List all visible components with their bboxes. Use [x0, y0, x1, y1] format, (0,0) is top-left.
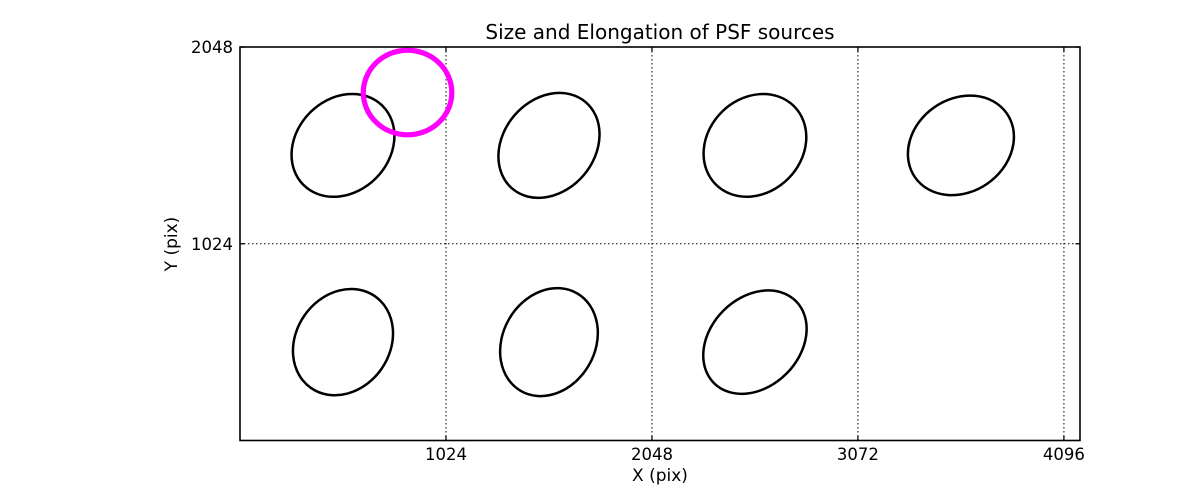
psf-source-ellipse: [702, 92, 808, 198]
psf-source-ellipse: [497, 91, 601, 200]
chart-title: Size and Elongation of PSF sources: [485, 20, 835, 44]
x-tick-label: 3072: [837, 445, 879, 464]
psf-source-ellipse: [702, 289, 808, 396]
psf-source-ellipse: [498, 286, 600, 398]
psf-source-ellipse: [291, 287, 395, 397]
psf-ellipses: [290, 47, 1016, 398]
tick-labels: 1024 2048 3072 4096 1024 2048: [191, 38, 1085, 464]
x-tick-label: 1024: [425, 445, 467, 464]
highlight-source-ellipse: [360, 47, 455, 138]
psf-source-ellipse: [290, 92, 396, 199]
x-tick-label: 2048: [631, 445, 673, 464]
y-tick-label: 2048: [191, 38, 233, 57]
psf-source-ellipse: [906, 94, 1016, 197]
y-tick-label: 1024: [191, 235, 233, 254]
x-tick-label: 4096: [1043, 445, 1085, 464]
y-axis-label: Y (pix): [162, 216, 182, 272]
axes-frame: [239, 46, 1081, 442]
x-axis-label: X (pix): [632, 466, 688, 486]
